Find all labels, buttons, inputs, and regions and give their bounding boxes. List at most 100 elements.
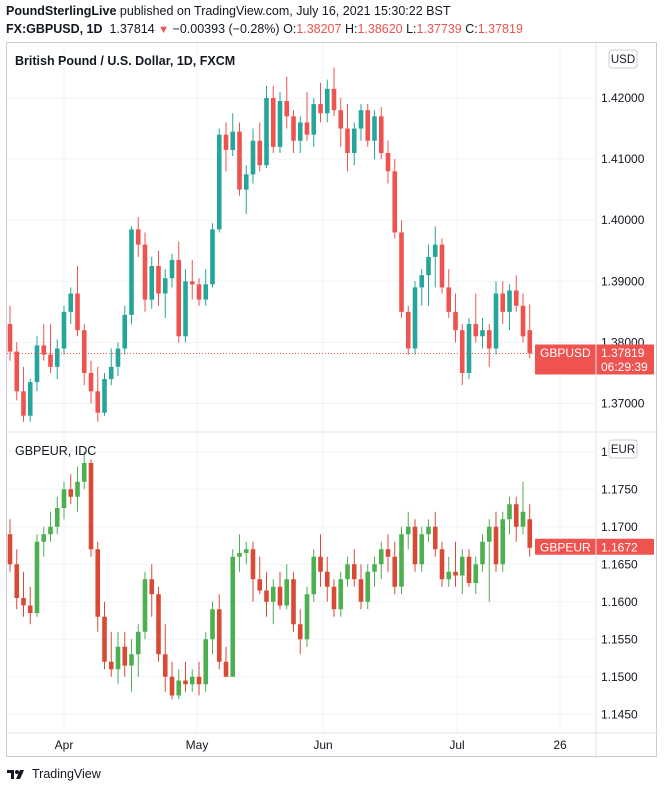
candle-body (223, 661, 229, 677)
candle-body (264, 97, 269, 166)
candle-body (480, 541, 485, 565)
low-label: L: (406, 22, 417, 36)
candle-body (162, 654, 168, 677)
candle-body (453, 311, 458, 331)
candle-body (500, 293, 506, 312)
open-label: O: (283, 22, 297, 36)
candle-body (250, 549, 256, 580)
candle-body (392, 556, 398, 587)
candle-body (480, 330, 485, 337)
candle-body (88, 463, 94, 550)
candle-body (311, 556, 317, 595)
candle-body (142, 579, 148, 632)
candle-body (338, 579, 344, 610)
candle-body (277, 101, 283, 147)
candle-body (95, 549, 101, 617)
footer-brand[interactable]: TradingView (32, 767, 101, 781)
candle-body (61, 311, 67, 349)
candle-body (183, 281, 188, 337)
candle-body (108, 366, 114, 380)
x-tick-label: May (186, 738, 209, 752)
candle-body (466, 324, 472, 373)
candle-body (426, 256, 431, 276)
y-tick-label: 1.39000 (601, 274, 645, 288)
y-tick-label: 1.1750 (601, 482, 638, 496)
x-tick-label: Apr (55, 738, 74, 752)
candle-body (257, 140, 263, 166)
candle-body (7, 534, 13, 565)
candle-body (345, 564, 350, 580)
candle-body (351, 128, 357, 153)
candle-body (223, 134, 229, 150)
candle-body (419, 534, 425, 565)
y-tick-label: 1.40000 (601, 213, 645, 227)
high-value: 1.38620 (357, 22, 403, 36)
candle-body (270, 586, 276, 602)
candle-body (466, 556, 472, 583)
x-tick-label: 26 (553, 738, 567, 752)
candle-body (129, 229, 134, 315)
candle-body (122, 314, 128, 349)
candle-body (196, 284, 202, 300)
chart-canvas[interactable]: Apr May Jun Jul 261.370001.380001.390001.400… (7, 43, 658, 758)
candle-body (250, 140, 256, 175)
pane-title: British Pound / U.S. Dollar, 1D, FXCM (15, 54, 235, 68)
candle-body (68, 489, 74, 497)
candle-body (432, 526, 438, 550)
candle-body (75, 481, 80, 497)
candle-body (27, 605, 33, 613)
candle-body (196, 676, 202, 685)
candle-body (129, 654, 134, 666)
candle-body (122, 646, 128, 666)
candle-body (318, 104, 323, 114)
y-tick-label: 1.42000 (601, 91, 645, 105)
close-label: C: (465, 22, 478, 36)
down-arrow-icon: ▼ (158, 24, 170, 36)
candle-body (277, 586, 283, 606)
high-label: H: (344, 22, 358, 36)
close-value: 1.37819 (477, 22, 523, 36)
candle-body (237, 553, 242, 557)
publish-line: PoundSterlingLive published on TradingVi… (6, 4, 450, 18)
candle-body (405, 526, 411, 535)
candle-body (297, 122, 303, 141)
candle-body (115, 646, 121, 670)
candle-body (95, 391, 101, 413)
last-price-symbol: GBPUSD (540, 346, 591, 360)
chart-frame: Apr May Jun Jul 26 1.37000 1.38000 1.39000 1.400… (6, 42, 658, 758)
candle-body (372, 564, 377, 572)
last-price: 1.37814 (109, 22, 155, 36)
bar-countdown: 06:29:39 (601, 360, 648, 374)
candle-body (324, 571, 330, 587)
candle-body (243, 549, 249, 553)
candle-body (210, 229, 215, 285)
candle-body (527, 519, 533, 548)
candle-body (297, 624, 303, 640)
candle-body (115, 348, 121, 367)
candle-body (527, 330, 533, 354)
candle-body (426, 526, 431, 535)
low-value: 1.37739 (416, 22, 462, 36)
candle-body (210, 609, 215, 640)
candle-body (142, 244, 148, 300)
last-price-value: 1.37819 (601, 346, 645, 360)
candle-body (284, 101, 290, 117)
publisher-name[interactable]: PoundSterlingLive (6, 4, 117, 18)
candle-body (291, 116, 296, 141)
candle-body (446, 571, 452, 580)
candle-body (520, 305, 526, 337)
candle-body (378, 549, 384, 565)
candle-body (507, 504, 512, 520)
candle-body (54, 348, 60, 367)
candle-body (34, 345, 40, 383)
candle-body (439, 244, 445, 288)
candle-body (385, 152, 391, 172)
candle-body (203, 639, 209, 685)
candle-body (135, 229, 141, 245)
candle-body (149, 579, 155, 595)
candle-body (412, 526, 418, 565)
candle-body (365, 110, 371, 141)
candle-body (399, 534, 404, 587)
candle-body (81, 463, 87, 482)
candle-body (237, 131, 242, 190)
